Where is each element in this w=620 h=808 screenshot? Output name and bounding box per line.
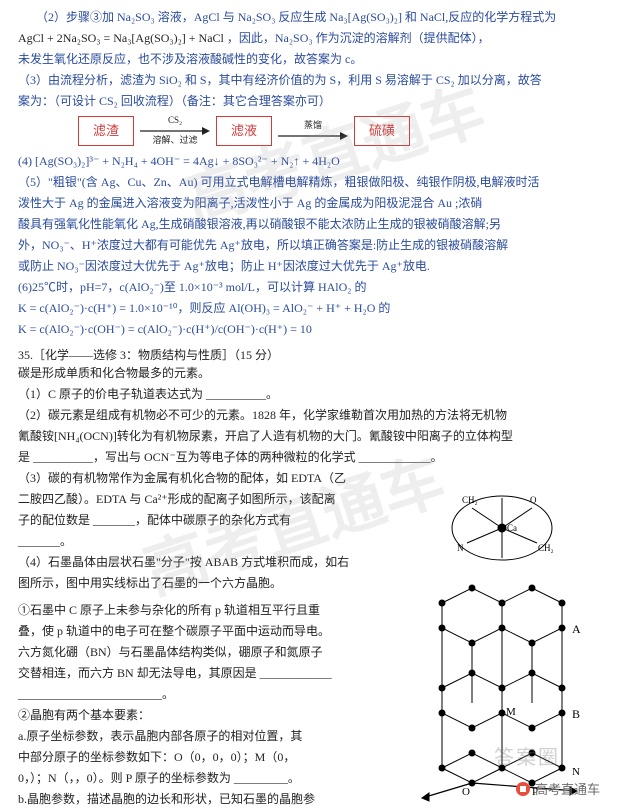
edta-label-n: N [457, 543, 464, 553]
flow-box-1: 滤渣 [78, 116, 134, 146]
equation-1-tail: ，因此，Na₂SO₃ 作为沉淀的溶解剂（提供配体）， [227, 31, 490, 45]
answer-5b: 泼性大于 Ag 的金属进入溶液变为阳离子,活泼性小于 Ag 的金属成为阳极泥混合… [18, 194, 602, 212]
graphite-label-B: B [572, 707, 580, 721]
answer-5a: （5）"粗银"(含 Ag、Cu、Zn、Au) 可用立式电解槽电解精炼，粗银做阳极… [18, 173, 602, 191]
graphite-label-N: N [572, 766, 580, 778]
answer-3-line2: 案为：（可设计 CS₂ 回收流程）（备注：其它合理答案亦可） [18, 92, 602, 110]
graphite-label-A: A [572, 622, 581, 636]
q35-2b: 氰酸铵[NH₄(OCN)]转化为有机物尿素，开启了人造有机物的大门。氰酸铵中阳离… [18, 427, 602, 445]
edta-label-ch2: CH₂ [462, 495, 478, 505]
q35-2a: （2）碳元素是组成有机物必不可少的元素。1828 年，化学家维勒首次用加热的方法… [18, 406, 602, 424]
q35-title: 35.［化学——选修 3：物质结构与性质］（15 分） [18, 346, 602, 364]
flow-arrow-2-top: 蒸馏 [304, 121, 322, 131]
answer-2-line1: （2）步骤③加 Na₂SO₃ 溶液，AgCl 与 Na₂SO₃ 反应生成 Na₃… [18, 8, 602, 26]
edta-label-o: O [530, 495, 537, 505]
answer-5e: 或防止 NO₃⁻因浓度过大优先于 Ag⁺放电；防止 H⁺因浓度过大优先于 Ag⁺… [18, 257, 602, 275]
answer-4-eq: (4) [Ag(SO₃)₂]³⁻ + N₂H₄ + 4OH⁻ = 4Ag↓ + … [18, 152, 602, 170]
flow-arrow-1: CS₂ 溶解、过滤 [140, 116, 210, 146]
flow-diagram: 滤渣 CS₂ 溶解、过滤 滤液 蒸馏 硫磺 [78, 116, 602, 146]
graphite-label-O: O [462, 786, 470, 798]
footer-badge: 答案圈 [494, 743, 560, 773]
equation-1: AgCl + 2Na₂SO₃ = Na₃[Ag(SO₃)₂] + NaCl [18, 31, 224, 45]
flow-box-2: 滤液 [216, 116, 272, 146]
flow-arrow-1-bot: 溶解、过滤 [153, 136, 198, 146]
q35-1: （1）C 原子的价电子轨道表达式为 __________。 [18, 385, 602, 403]
edta-label-ch2b: CH₂ [538, 543, 554, 553]
answer-2-line2: 未发生氧化还原反应，也不涉及溶液酸碱性的变化，故答案为 c。 [18, 50, 602, 68]
flow-arrow-2: 蒸馏 [278, 121, 348, 141]
answer-6b: K = c(AlO₂⁻)·c(H⁺) = 1.0×10⁻¹⁰，则反应 Al(OH… [18, 299, 602, 317]
answer-5d: 外，NO₃⁻、H⁺浓度过大都有可能优先 Ag⁺放电，所以填正确答案是:防止生成的… [18, 236, 602, 254]
flow-box-3: 硫磺 [354, 116, 410, 146]
q35-intro: 碳是形成单质和化合物最多的元素。 [18, 364, 602, 382]
answer-5c: 酸具有强氧化性能氧化 Ag,生成硝酸银溶液,再以硝酸银不能太浓防止生成的银被硝酸… [18, 215, 602, 233]
answer-6c: K = c(AlO₂⁻)·c(OH⁻) = c(AlO₂⁻)·c(H⁺)/c(O… [18, 320, 602, 338]
flow-arrow-1-top: CS₂ [168, 116, 182, 126]
footer-text: 高考直通车 [535, 782, 600, 797]
answer-6a: (6)25℃时，pH=7，c(AlO₂⁻)至 1.0×10⁻³ mol/L，可以… [18, 278, 602, 296]
edta-label-ca: Ca [507, 523, 517, 533]
footer-logo: 高考直通车 [515, 780, 600, 800]
q35-2c: 是 __________，写出与 OCN⁻互为等电子体的两种微粒的化学式 ___… [18, 448, 602, 466]
answer-3-line1: （3）由流程分析，滤渣为 SiO₂ 和 S，其中有经济价值的为 S，利用 S 易… [18, 71, 602, 89]
graphite-label-M: M [506, 706, 516, 718]
